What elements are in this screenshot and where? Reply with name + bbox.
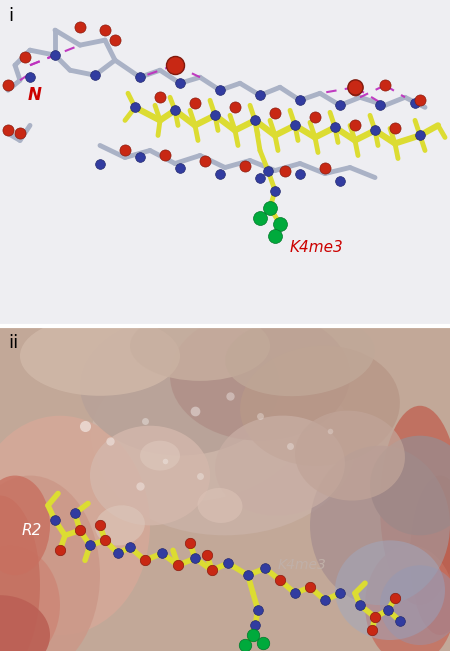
Ellipse shape [335,540,445,640]
Ellipse shape [0,495,40,651]
Ellipse shape [130,311,270,381]
FancyBboxPatch shape [0,0,450,326]
Ellipse shape [0,595,50,651]
Ellipse shape [95,505,145,546]
Text: K4me3: K4me3 [278,559,327,572]
Text: i: i [8,7,13,25]
Text: K4me3: K4me3 [290,240,344,255]
Text: N: N [28,87,42,104]
Ellipse shape [140,441,180,471]
Ellipse shape [370,436,450,535]
Ellipse shape [0,416,150,635]
Ellipse shape [365,546,450,651]
Text: ii: ii [8,334,18,352]
Ellipse shape [295,411,405,501]
Ellipse shape [90,426,210,525]
Ellipse shape [410,475,450,635]
Ellipse shape [240,346,400,465]
Ellipse shape [91,350,309,502]
Ellipse shape [225,316,375,396]
Ellipse shape [95,356,355,535]
Ellipse shape [80,316,280,456]
Ellipse shape [380,565,450,645]
Ellipse shape [0,475,100,651]
Text: R2: R2 [22,523,42,538]
Ellipse shape [215,415,345,516]
Ellipse shape [0,475,50,575]
Ellipse shape [0,546,60,651]
Ellipse shape [310,446,450,605]
FancyBboxPatch shape [0,326,450,651]
Ellipse shape [20,316,180,396]
Ellipse shape [198,488,243,523]
Ellipse shape [170,311,350,441]
Ellipse shape [380,406,450,605]
